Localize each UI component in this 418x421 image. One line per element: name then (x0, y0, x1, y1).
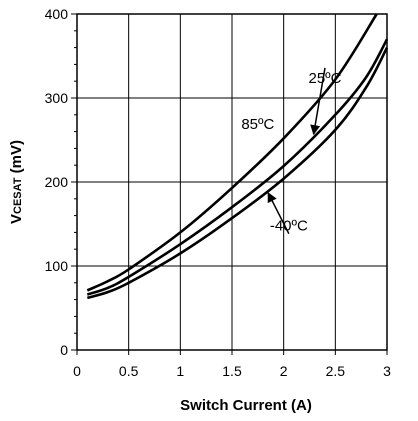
annotation-arrow (267, 192, 290, 235)
annotations: 25ºC 85ºC -40ºC (241, 67, 342, 235)
series-line-1 (86, 38, 389, 296)
annotation-label: 85ºC (241, 116, 274, 133)
x-tick-label: 2.5 (326, 363, 346, 379)
x-axis-title: Switch Current (A) (180, 397, 312, 414)
annotation-label: 25ºC (309, 70, 342, 87)
y-tick-label: 400 (45, 6, 69, 22)
grid (77, 14, 387, 350)
x-tick-label: 1 (176, 363, 184, 379)
x-tick-label: 1.5 (222, 363, 242, 379)
x-tick-labels: 0 0.5 1 1.5 2 2.5 3 (73, 363, 391, 379)
x-tick-label: 0 (73, 363, 81, 379)
series-line-0 (86, 13, 378, 292)
y-axis-title-subscript: CESAT (12, 177, 24, 214)
y-tick-label: 200 (45, 174, 69, 190)
y-tick-label: 100 (45, 258, 69, 274)
y-tick-label: 0 (60, 342, 68, 358)
y-tick-labels: 0 100 200 300 400 (45, 6, 69, 358)
annotation-label: -40ºC (270, 218, 308, 235)
y-axis-title-unit: (mV) (8, 140, 25, 178)
series-line-2 (86, 47, 389, 300)
x-tick-label: 0.5 (119, 363, 139, 379)
y-tick-label: 300 (45, 90, 69, 106)
y-axis-title: VCESAT (mV) (8, 140, 25, 224)
y-axis-title-main: V (8, 214, 25, 224)
series-lines (86, 13, 389, 300)
x-tick-label: 3 (383, 363, 391, 379)
x-tick-label: 2 (280, 363, 288, 379)
axis-ticks (71, 13, 388, 355)
annotation-arrow (310, 67, 326, 136)
